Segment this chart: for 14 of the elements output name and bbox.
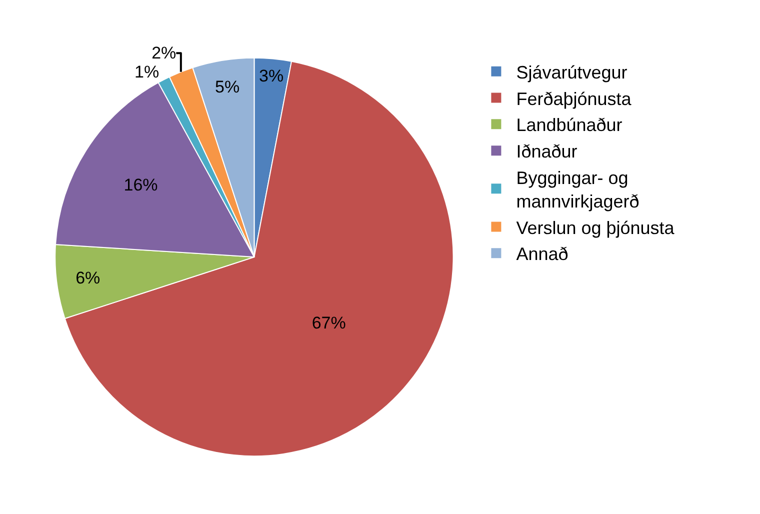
legend-label: Byggingar- og mannvirkjagerð <box>516 168 640 212</box>
data-label: 6% <box>76 268 100 288</box>
legend-label: Landbúnaður <box>516 115 622 136</box>
data-label: 67% <box>312 313 346 332</box>
data-label: 1% <box>134 62 160 82</box>
data-label: 5% <box>214 77 240 96</box>
data-label: 2% <box>152 44 176 63</box>
legend-label: Verslun og þjónusta <box>516 218 676 238</box>
legend-label: Sjávarútvegur <box>516 62 628 82</box>
legend-label: Annað <box>516 244 568 264</box>
legend-label: Iðnaður <box>516 142 578 162</box>
legend-label: Ferðaþjónusta <box>516 88 632 109</box>
data-label: 3% <box>259 66 284 86</box>
data-label: 16% <box>124 176 158 195</box>
